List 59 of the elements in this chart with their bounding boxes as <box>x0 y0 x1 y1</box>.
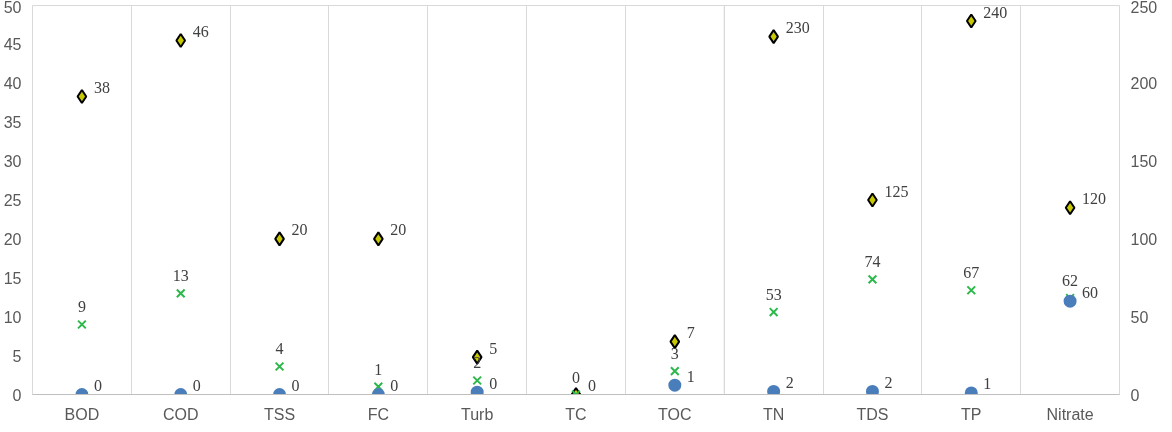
x-tick-label: TP <box>961 405 982 423</box>
data-label: 20 <box>390 221 407 239</box>
y2-tick-label: 150 <box>1130 153 1158 171</box>
data-label: 240 <box>983 3 1008 21</box>
x-tick-label: TDS <box>856 405 889 423</box>
x-tick-label: FC <box>367 405 390 423</box>
y-tick-label: 35 <box>3 114 22 132</box>
data-label: 13 <box>172 267 189 285</box>
data-label: 0 <box>489 374 498 392</box>
data-label: 60 <box>1082 283 1099 301</box>
data-label: 1 <box>686 367 695 385</box>
data-label: 2 <box>785 373 794 391</box>
x-tick-label: BOD <box>64 405 100 423</box>
data-label: 1 <box>983 375 992 393</box>
x-tick-label: TC <box>565 405 587 423</box>
data-label: 120 <box>1082 190 1107 208</box>
data-label: 7 <box>686 324 695 342</box>
y-tick-label: 20 <box>3 230 22 248</box>
y-tick-label: 25 <box>3 192 22 209</box>
x-tick-label: TSS <box>263 405 296 423</box>
data-label: 2 <box>884 373 893 391</box>
y2-tick-label: 0 <box>1130 386 1140 404</box>
data-label: 0 <box>572 368 580 386</box>
y-tick-label: 0 <box>12 386 22 404</box>
data-label: 5 <box>489 339 498 357</box>
data-label: 74 <box>864 253 881 271</box>
data-label: 0 <box>93 377 102 394</box>
y2-tick-label: 250 <box>1130 0 1158 16</box>
x-tick-label: Turb <box>461 405 494 423</box>
y2-tick-label: 50 <box>1130 308 1149 326</box>
data-label: 230 <box>785 19 810 37</box>
y2-tick-label: 200 <box>1130 75 1158 93</box>
y-tick-label: 10 <box>3 308 22 326</box>
data-label: 0 <box>291 377 300 394</box>
data-label: 0 <box>390 377 399 394</box>
data-label: 20 <box>291 221 308 239</box>
data-label: 62 <box>1062 272 1079 290</box>
data-label: 0 <box>192 377 201 394</box>
data-label: 0 <box>588 377 596 394</box>
data-label: 3 <box>670 345 679 363</box>
data-label: 1 <box>374 360 383 378</box>
data-label: 9 <box>77 298 86 316</box>
y-tick-label: 50 <box>3 0 22 16</box>
data-label: 53 <box>765 286 782 304</box>
y2-tick-label: 100 <box>1130 230 1158 248</box>
y-tick-label: 45 <box>3 36 22 54</box>
y-tick-label: 40 <box>3 75 22 93</box>
y-tick-label: 15 <box>3 269 22 287</box>
data-label: 67 <box>963 264 980 282</box>
data-label: 38 <box>93 79 110 97</box>
y-tick-label: 30 <box>3 153 22 171</box>
y-tick-label: 5 <box>12 347 22 365</box>
data-label: 4 <box>275 340 284 358</box>
x-tick-label: TN <box>762 405 785 423</box>
x-tick-label: Nitrate <box>1046 405 1094 423</box>
x-tick-label: COD <box>162 405 199 423</box>
data-label: 125 <box>884 182 909 200</box>
data-label: 46 <box>192 23 209 41</box>
x-tick-label: TOC <box>658 405 692 423</box>
